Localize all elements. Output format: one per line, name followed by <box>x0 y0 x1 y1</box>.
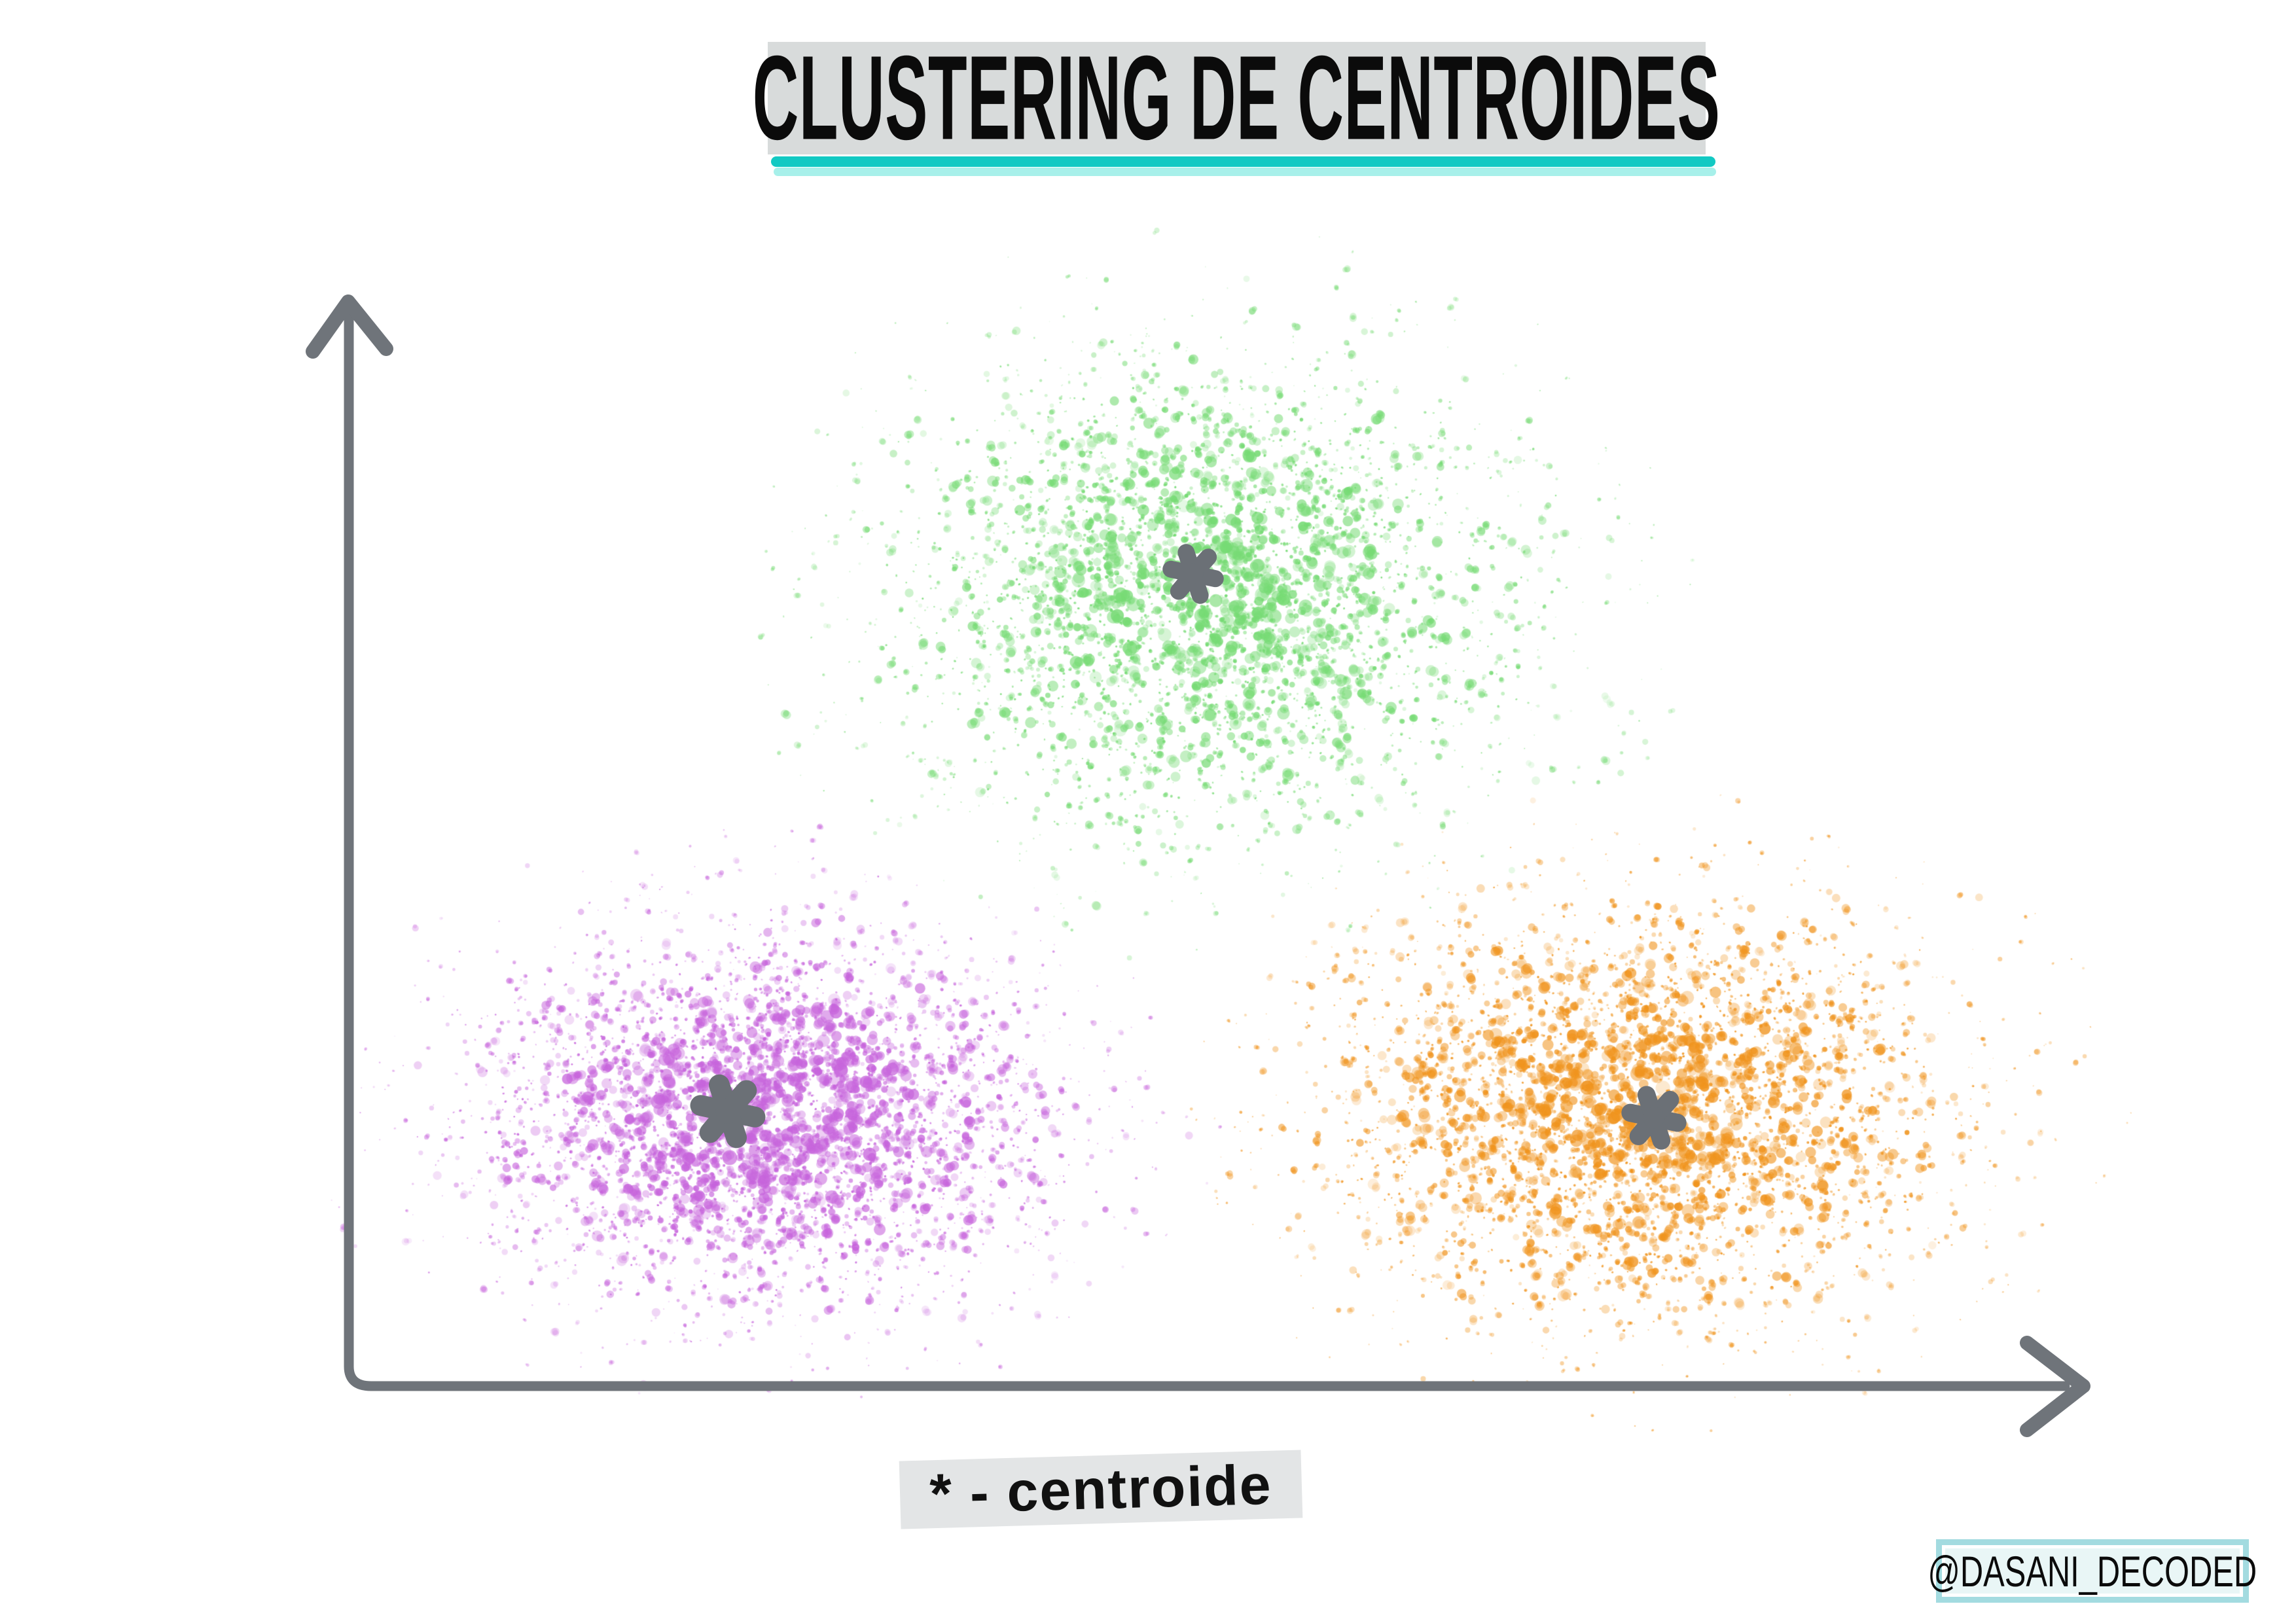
title-underline-secondary <box>774 168 1716 176</box>
axis-lines <box>344 302 2070 1391</box>
watermark-text: @DASANI_DECODED <box>1928 1546 2257 1596</box>
title-highlight-box: CLUSTERING DE CENTROIDES <box>753 38 1720 158</box>
centroid-legend-label: * - centroide <box>929 1453 1273 1525</box>
axes-group <box>306 294 2090 1437</box>
x-axis-arrowhead-icon <box>2020 1336 2090 1437</box>
y-axis-arrowhead-icon <box>306 294 393 359</box>
watermark-box: @DASANI_DECODED <box>1928 1539 2257 1603</box>
watermark-inner: @DASANI_DECODED <box>1928 1547 2257 1596</box>
page-title: CLUSTERING DE CENTROIDES <box>753 31 1721 165</box>
title-underline-primary <box>771 156 1715 167</box>
centroid-legend-box: * - centroide <box>899 1450 1303 1529</box>
